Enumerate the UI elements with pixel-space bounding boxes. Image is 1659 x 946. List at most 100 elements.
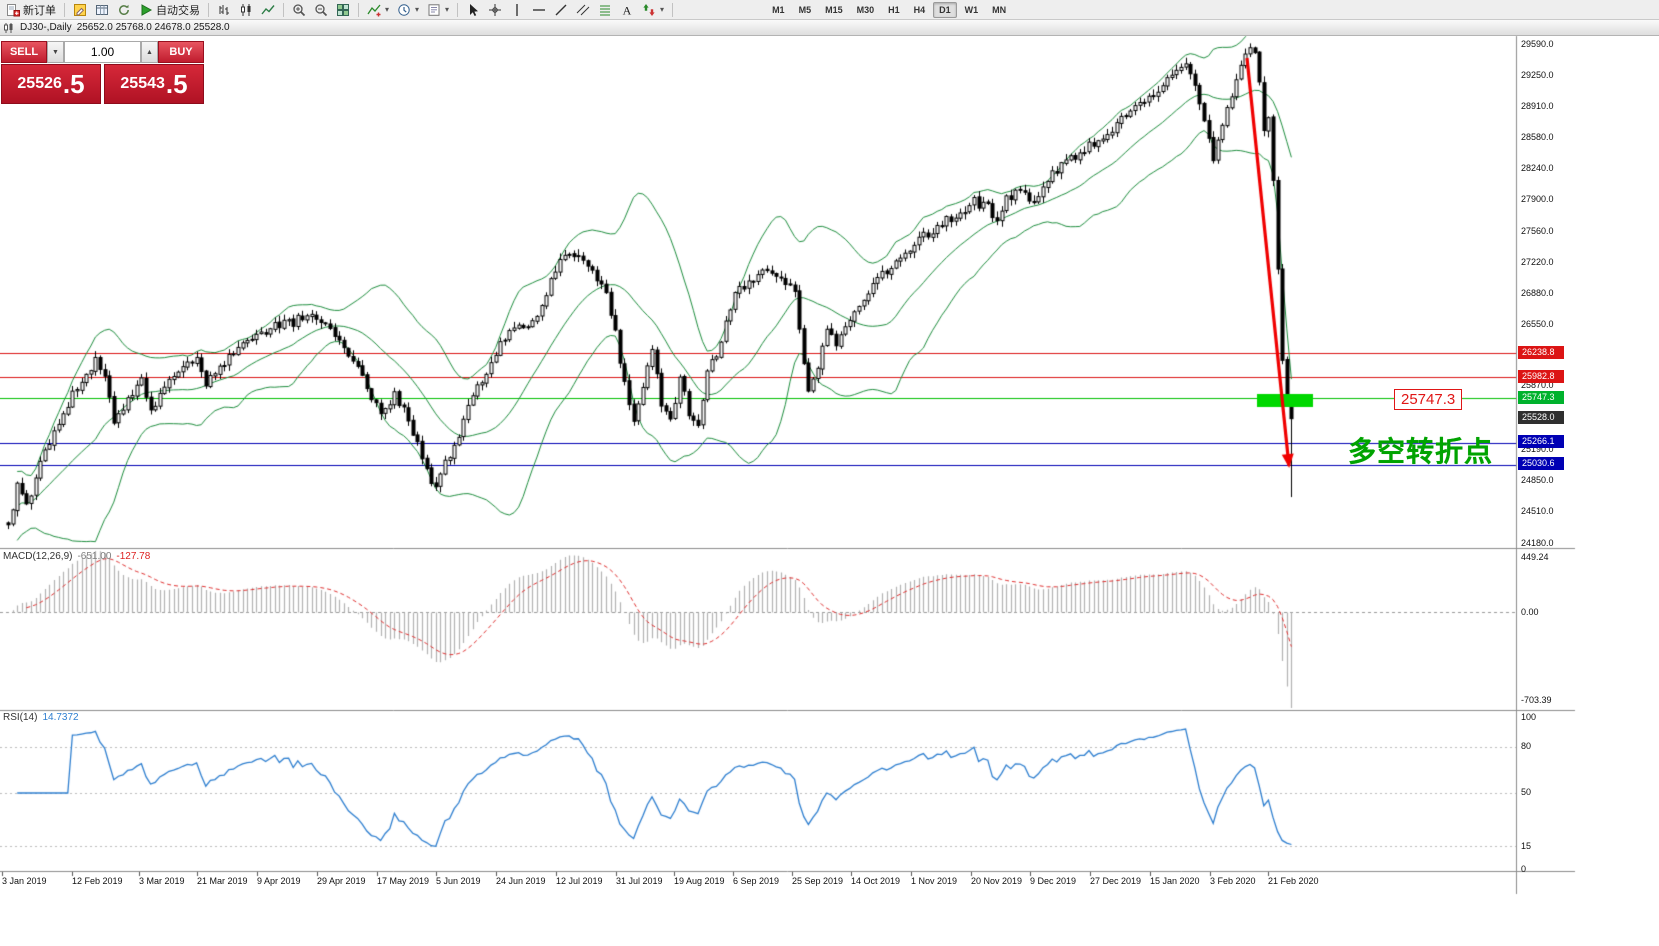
rsi-name: RSI(14) [3, 712, 38, 723]
metaeditor-button[interactable] [69, 1, 91, 19]
one-click-trading-panel: SELL ▼ ▲ BUY 25526.5 25543.5 [1, 41, 204, 104]
market-watch-icon [95, 3, 109, 17]
date-axis-label: 19 Aug 2019 [674, 876, 725, 886]
rsi-indicator-label: RSI(14) 14.7372 [3, 712, 79, 723]
tile-windows-button[interactable] [332, 1, 354, 19]
vertical-line-icon [510, 3, 524, 17]
periods-button[interactable]: ▾ [393, 1, 423, 19]
dropdown-caret-icon: ▾ [445, 5, 450, 14]
bar-chart-button[interactable] [213, 1, 235, 19]
templates-button[interactable]: ▾ [423, 1, 453, 19]
zoom-in-button[interactable] [288, 1, 310, 19]
volume-increase-button[interactable]: ▲ [141, 41, 158, 63]
autotrading-button[interactable]: 自动交易 [135, 1, 204, 19]
rsi-axis-label: 80 [1521, 741, 1532, 751]
dropdown-caret-icon: ▾ [415, 5, 420, 14]
date-axis-label: 29 Apr 2019 [317, 876, 366, 886]
candlestick-chart-button[interactable] [235, 1, 257, 19]
refresh-button[interactable] [113, 1, 135, 19]
date-axis-label: 20 Nov 2019 [971, 876, 1023, 886]
zoom-out-button[interactable] [310, 1, 332, 19]
timeframe-h4[interactable]: H4 [913, 4, 926, 15]
trendline-button[interactable] [550, 1, 572, 19]
market-watch-button[interactable] [91, 1, 113, 19]
sell-price-fraction: .5 [62, 69, 85, 99]
date-axis-label: 25 Sep 2019 [792, 876, 844, 886]
crosshair-button[interactable] [484, 1, 506, 19]
price-axis-badge: 25747.3 [1518, 391, 1564, 404]
fibonacci-icon [598, 3, 612, 17]
rsi-axis-label: 50 [1521, 787, 1532, 797]
fibonacci-button[interactable] [594, 1, 616, 19]
sell-price: 25526 [17, 75, 62, 92]
channel-icon [576, 3, 590, 17]
buy-label[interactable]: BUY [158, 41, 204, 63]
text-button[interactable]: A [616, 1, 638, 19]
price-axis-label: 25190.0 [1521, 444, 1554, 454]
vertical-line-button[interactable] [506, 1, 528, 19]
timeframe-d1[interactable]: D1 [933, 1, 957, 18]
toolbar-separator [358, 2, 359, 17]
price-axis-label: 27560.0 [1521, 226, 1554, 236]
date-axis-label: 14 Oct 2019 [851, 876, 901, 886]
timeframe-h1[interactable]: H1 [888, 4, 900, 15]
dropdown-caret-icon: ▾ [385, 5, 390, 14]
macd-axis-label: -703.39 [1521, 695, 1552, 705]
timeframe-m30[interactable]: M30 [856, 4, 875, 15]
cursor-button[interactable] [462, 1, 484, 19]
up-arrow-icon: ▲ [146, 48, 153, 56]
volume-input[interactable] [64, 41, 141, 63]
buy-price-fraction: .5 [165, 69, 188, 99]
rsi-axis-label: 100 [1521, 712, 1537, 722]
refresh-icon [117, 3, 131, 17]
toolbar-separator [283, 2, 284, 17]
date-axis-label: 31 Jul 2019 [616, 876, 663, 886]
timeframe-m5[interactable]: M5 [798, 4, 812, 15]
indicators-button[interactable]: ▾ [363, 1, 393, 19]
trendline-icon [554, 3, 568, 17]
timeframe-mn[interactable]: MN [992, 4, 1007, 15]
line-chart-button[interactable] [257, 1, 279, 19]
new-order-button-label: 新订单 [23, 4, 56, 17]
date-axis-label: 3 Jan 2019 [2, 876, 47, 886]
price-level-label[interactable]: 25747.3 [1394, 389, 1463, 410]
sell-label[interactable]: SELL [1, 41, 47, 63]
zoom-out-icon [314, 3, 328, 17]
date-axis-label: 6 Sep 2019 [733, 876, 780, 886]
price-axis-label: 29250.0 [1521, 70, 1554, 80]
date-axis-label: 3 Mar 2019 [139, 876, 185, 886]
price-axis-label: 24850.0 [1521, 475, 1554, 485]
rsi-value: 14.7372 [42, 712, 79, 723]
autotrading-button-label: 自动交易 [156, 4, 200, 17]
price-axis-badge: 26238.8 [1518, 346, 1564, 359]
toolbar-separator [457, 2, 459, 17]
turning-point-note[interactable]: 多空转折点 [1348, 436, 1494, 467]
date-axis-label: 21 Mar 2019 [197, 876, 248, 886]
channel-button[interactable] [572, 1, 594, 19]
price-axis-badge: 25266.1 [1518, 435, 1564, 448]
timeframe-m15[interactable]: M15 [825, 4, 843, 15]
price-axis-label: 25870.0 [1521, 380, 1554, 390]
price-axis-label: 27900.0 [1521, 194, 1554, 204]
sell-button[interactable]: 25526.5 [1, 64, 101, 104]
new-order-icon [6, 3, 20, 17]
toolbar-separator [64, 2, 65, 17]
arrows-button[interactable]: ▾ [638, 1, 668, 19]
price-axis-label: 24510.0 [1521, 506, 1554, 516]
metaeditor-icon [73, 3, 87, 17]
date-axis-label: 9 Dec 2019 [1030, 876, 1077, 886]
text-icon: A [620, 3, 634, 17]
price-axis-badge: 25528.0 [1518, 411, 1564, 424]
price-axis-label: 28580.0 [1521, 132, 1554, 142]
autotrading-icon [139, 3, 153, 17]
chart-ohlc: 25652.0 25768.0 24678.0 25528.0 [76, 22, 230, 33]
timeframe-w1[interactable]: W1 [964, 4, 979, 15]
new-order-button[interactable]: 新订单 [2, 1, 60, 19]
volume-decrease-button[interactable]: ▼ [47, 41, 64, 63]
buy-button[interactable]: 25543.5 [104, 64, 204, 104]
timeframe-m1[interactable]: M1 [772, 4, 785, 15]
toolbar: 新订单 自动交易 ▾ ▾ ▾ A ▾ M1 M5 M15 M30 H1 H4 D1 W1 MN [0, 0, 1659, 20]
horizontal-line-button[interactable] [528, 1, 550, 19]
